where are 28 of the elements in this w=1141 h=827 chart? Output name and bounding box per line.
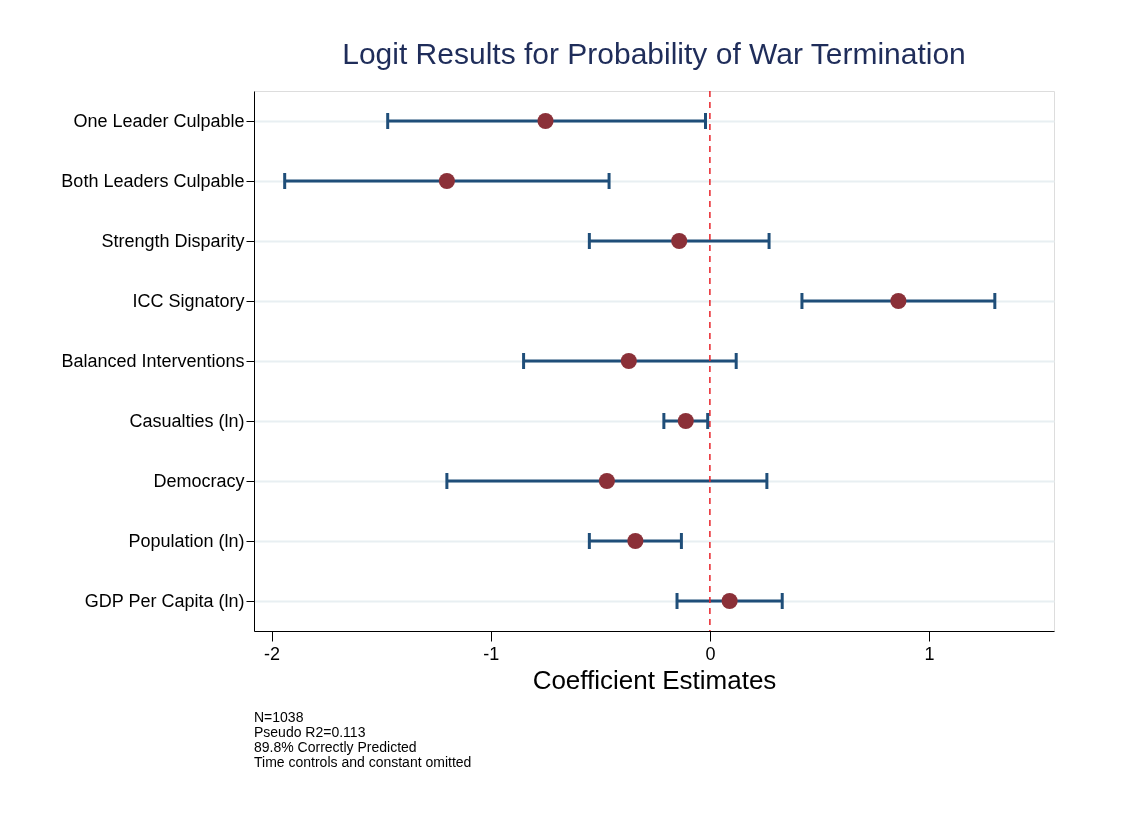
x-tick-label: -1 — [483, 643, 500, 664]
y-tick-label: Democracy — [153, 470, 245, 491]
point — [677, 412, 694, 430]
point — [537, 112, 554, 130]
text: N=1038 — [254, 709, 304, 725]
point — [890, 292, 907, 310]
y-tick-label: Strength Disparity — [101, 230, 245, 251]
point — [598, 472, 615, 490]
point — [627, 532, 644, 550]
point — [671, 232, 688, 250]
point — [620, 352, 637, 370]
y-tick-label: Both Leaders Culpable — [61, 170, 245, 191]
text: Pseudo R2=0.113 — [254, 724, 366, 740]
x-tick-label: -2 — [264, 643, 281, 664]
x-tick-label: 1 — [924, 643, 935, 664]
chart-title: Logit Results for Probability of War Termination — [342, 37, 966, 71]
y-tick-label: ICC Signatory — [132, 290, 245, 311]
y-tick-label: Balanced Interventions — [61, 350, 245, 371]
y-tick-label: Population (ln) — [128, 530, 245, 551]
y-tick-label: One Leader Culpable — [73, 110, 245, 131]
point — [721, 592, 738, 610]
text: Time controls and constant omitted — [254, 754, 472, 770]
point — [438, 172, 455, 190]
y-tick-label: Casualties (ln) — [129, 410, 245, 431]
y-tick-label: GDP Per Capita (ln) — [84, 590, 245, 611]
text: 89.8% Correctly Predicted — [254, 739, 417, 755]
x-tick-label: 0 — [705, 643, 716, 664]
x-axis-title: Coefficient Estimates — [532, 664, 777, 695]
